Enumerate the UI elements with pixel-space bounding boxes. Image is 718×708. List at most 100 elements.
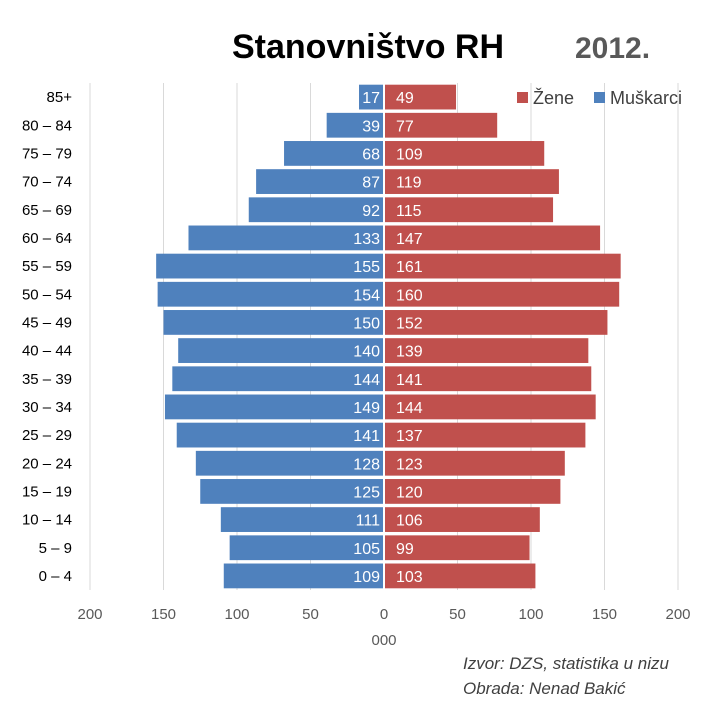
data-label-muskarci: 87 — [362, 175, 380, 192]
bar-muskarci-80-84 — [326, 112, 384, 138]
data-label-muskarci: 39 — [362, 118, 380, 135]
bar-zene-15-19 — [384, 479, 561, 504]
x-tick-labels: 200 150 100 50 0 50 100 150 200 — [77, 606, 690, 623]
data-label-muskarci: 68 — [362, 146, 380, 163]
x-tick-label: 50 — [302, 606, 319, 623]
bar-muskarci-55-59 — [156, 253, 384, 279]
category-label: 5 – 9 — [39, 540, 72, 557]
bar-muskarci-20-24 — [195, 450, 384, 476]
chart-title: Stanovništvo RH — [232, 28, 504, 66]
data-label-zene: 123 — [396, 456, 423, 473]
category-label: 55 – 59 — [22, 258, 72, 275]
data-label-zene: 161 — [396, 259, 423, 276]
bar-muskarci-65-69 — [248, 197, 384, 223]
category-label: 50 – 54 — [22, 286, 72, 303]
category-label: 65 – 69 — [22, 202, 72, 219]
data-label-muskarci: 128 — [353, 456, 380, 473]
bar-zene-5-9 — [384, 535, 530, 561]
data-label-zene: 139 — [396, 344, 423, 361]
x-tick-label: 150 — [592, 606, 617, 623]
data-label-muskarci: 125 — [353, 484, 380, 501]
data-label-zene: 103 — [396, 569, 423, 586]
bar-zene-50-54 — [384, 281, 620, 307]
category-label: 85+ — [47, 89, 73, 106]
category-label: 20 – 24 — [22, 455, 72, 472]
legend: Žene Muškarci — [517, 88, 682, 108]
category-label: 80 – 84 — [22, 117, 72, 134]
bar-muskarci-30-34 — [164, 394, 384, 420]
bar-zene-80-84 — [384, 112, 498, 138]
data-label-zene: 106 — [396, 513, 423, 530]
bar-muskarci-10-14 — [220, 507, 384, 532]
data-label-muskarci: 150 — [353, 315, 380, 332]
bar-zene-60-64 — [384, 225, 601, 251]
data-label-muskarci: 154 — [353, 287, 380, 304]
bar-muskarci-35-39 — [172, 366, 384, 392]
bar-zene-40-44 — [384, 338, 589, 363]
bar-zene-45-49 — [384, 310, 608, 335]
bar-zene-20-24 — [384, 450, 565, 476]
bar-zene-85 — [384, 84, 457, 110]
category-label: 35 – 39 — [22, 371, 72, 388]
data-label-muskarci: 144 — [353, 372, 380, 389]
bar-muskarci-85 — [359, 84, 384, 110]
bar-zene-75-79 — [384, 141, 545, 166]
data-label-zene: 120 — [396, 484, 423, 501]
bar-muskarci-5-9 — [229, 535, 384, 561]
category-label: 15 – 19 — [22, 483, 72, 500]
legend-swatch-zene — [517, 92, 528, 103]
chart-subtitle: 2012. — [575, 32, 650, 65]
data-label-muskarci: 109 — [353, 569, 380, 586]
bar-muskarci-25-29 — [176, 422, 384, 448]
legend-label-zene: Žene — [533, 88, 574, 108]
data-label-muskarci: 140 — [353, 344, 380, 361]
data-label-zene: 109 — [396, 146, 423, 163]
legend-swatch-muskarci — [594, 92, 605, 103]
bar-zene-10-14 — [384, 507, 540, 532]
x-tick-label: 100 — [224, 606, 249, 623]
category-label: 10 – 14 — [22, 512, 72, 529]
bar-zene-0-4 — [384, 563, 536, 589]
data-label-muskarci: 155 — [353, 259, 380, 276]
bar-muskarci-50-54 — [157, 281, 384, 307]
x-tick-label: 0 — [380, 606, 388, 623]
bar-muskarci-75-79 — [284, 141, 384, 166]
data-label-muskarci: 92 — [362, 203, 380, 220]
x-tick-label: 100 — [518, 606, 543, 623]
data-label-muskarci: 105 — [353, 541, 380, 558]
bar-zene-70-74 — [384, 169, 559, 194]
bar-zene-25-29 — [384, 422, 586, 448]
data-label-zene: 147 — [396, 231, 423, 248]
data-label-muskarci: 111 — [356, 513, 380, 530]
data-label-zene: 119 — [396, 175, 422, 192]
data-label-zene: 99 — [396, 541, 414, 558]
author-note: Obrada: Nenad Bakić — [463, 679, 626, 698]
category-label: 60 – 64 — [22, 230, 72, 247]
data-label-muskarci: 17 — [362, 90, 380, 107]
data-label-muskarci: 141 — [353, 428, 380, 445]
bar-muskarci-60-64 — [188, 225, 384, 251]
data-label-zene: 77 — [396, 118, 414, 135]
data-label-zene: 115 — [396, 203, 422, 220]
bar-zene-35-39 — [384, 366, 592, 392]
category-label: 75 – 79 — [22, 145, 72, 162]
data-label-zene: 160 — [396, 287, 423, 304]
bar-muskarci-70-74 — [256, 169, 384, 194]
data-label-zene: 141 — [396, 372, 423, 389]
bar-zene-30-34 — [384, 394, 596, 420]
category-label: 70 – 74 — [22, 174, 72, 191]
x-axis-label: 000 — [371, 632, 396, 649]
category-label: 0 – 4 — [39, 568, 72, 585]
data-label-zene: 49 — [396, 90, 414, 107]
bar-zene-65-69 — [384, 197, 554, 223]
category-label: 25 – 29 — [22, 427, 72, 444]
data-label-muskarci: 149 — [353, 400, 380, 417]
x-tick-label: 50 — [449, 606, 466, 623]
bar-muskarci-40-44 — [178, 338, 384, 363]
bars: 103 109 99 105 106 111 120 125 123 128 137 141 144 14… — [156, 83, 621, 590]
legend-label-muskarci: Muškarci — [610, 88, 682, 108]
category-label: 40 – 44 — [22, 343, 72, 360]
x-tick-label: 200 — [665, 606, 690, 623]
category-label: 30 – 34 — [22, 399, 72, 416]
